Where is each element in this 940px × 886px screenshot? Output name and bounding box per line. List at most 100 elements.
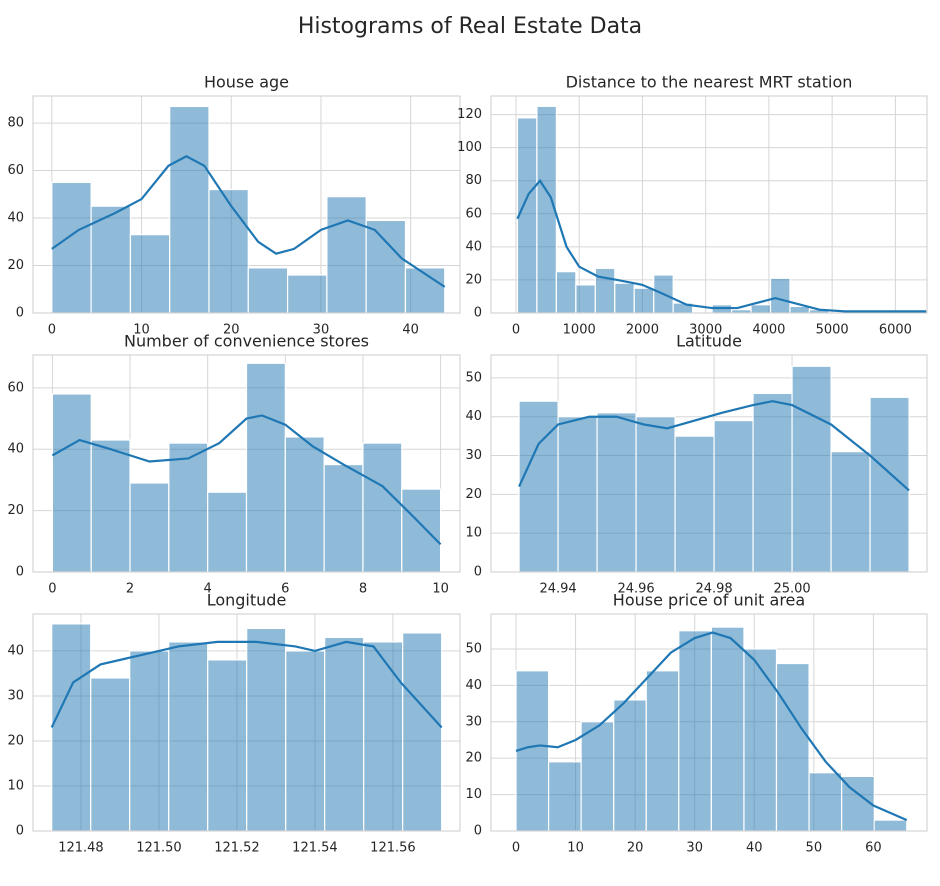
y-tick-label: 30 <box>7 688 24 703</box>
histogram-bar <box>516 117 538 314</box>
y-tick-label: 0 <box>474 565 482 580</box>
kde-line <box>51 414 442 546</box>
histogram-bar <box>752 392 793 573</box>
y-tick-label: 40 <box>7 643 24 658</box>
x-tick-label: 5000 <box>816 323 849 338</box>
histogram-bar <box>326 196 367 314</box>
x-tick-label: 24.94 <box>539 582 576 597</box>
histogram-bar <box>596 412 637 573</box>
histogram-bar <box>90 439 131 573</box>
histogram-bar <box>613 699 647 832</box>
y-tick-label: 40 <box>7 211 24 226</box>
histogram-bar <box>808 772 843 832</box>
histogram-bar <box>750 304 772 314</box>
x-tick-label: 50 <box>806 841 823 856</box>
histogram-bar <box>769 277 791 314</box>
subplot: 0 10 20 30 40 0 20 40 60 80 House age <box>7 73 461 338</box>
histogram-bar <box>246 627 287 832</box>
x-tick-label: 2 <box>126 582 134 597</box>
y-tick-label: 0 <box>16 824 24 839</box>
histogram-bar <box>51 623 92 832</box>
y-tick-label: 30 <box>465 714 482 729</box>
histogram-bar <box>90 677 131 832</box>
histogram-bar <box>547 761 582 832</box>
histogram-bar <box>208 188 249 314</box>
histogram-bar <box>614 282 635 314</box>
histogram-bar <box>775 662 810 832</box>
histogram-bar <box>247 267 289 314</box>
histogram-bar <box>129 482 170 573</box>
kde-line <box>51 155 446 288</box>
x-tick-label: 0 <box>512 323 520 338</box>
histogram-bar <box>674 435 715 573</box>
y-tick-label: 0 <box>16 306 24 321</box>
subplot-title: Latitude <box>676 332 742 351</box>
histogram-bar <box>635 416 676 573</box>
histogram-bar <box>129 234 171 314</box>
x-tick-label: 121.56 <box>370 841 416 856</box>
subplot-title: Distance to the nearest MRT station <box>566 73 853 92</box>
histogram-bar <box>710 626 745 832</box>
y-tick-label: 20 <box>465 751 482 766</box>
histogram-bar <box>594 267 616 314</box>
histogram-bar <box>285 650 326 832</box>
x-tick-label: 0 <box>48 582 56 597</box>
x-tick-label: 20 <box>627 841 644 856</box>
axes-frame <box>490 354 928 573</box>
histogram-bar <box>323 463 364 573</box>
histogram-bar <box>51 181 92 314</box>
y-tick-label: 20 <box>465 272 482 287</box>
histogram-bar <box>365 219 407 314</box>
x-tick-label: 25.00 <box>773 582 810 597</box>
subplot-title: House price of unit area <box>613 591 805 610</box>
figure-title: Histograms of Real Estate Data <box>298 14 642 39</box>
x-tick-label: 8 <box>359 582 367 597</box>
subplot-title: Longitude <box>207 591 287 610</box>
histogram-bar <box>575 284 596 314</box>
x-tick-label: 40 <box>402 323 419 338</box>
histogram-bar <box>791 365 832 573</box>
histogram-bar <box>324 636 365 832</box>
y-tick-label: 60 <box>7 163 24 178</box>
histogram-bar <box>555 271 577 314</box>
y-tick-label: 80 <box>465 173 482 188</box>
subplot-title: Number of convenience stores <box>124 332 369 351</box>
x-tick-label: 121.48 <box>58 841 104 856</box>
histogram-bar <box>51 393 92 573</box>
y-tick-label: 40 <box>465 678 482 693</box>
x-tick-label: 2000 <box>626 323 659 338</box>
x-tick-label: 3000 <box>689 323 722 338</box>
histogram-bar <box>207 491 248 573</box>
histogram-bar <box>580 721 615 832</box>
y-tick-label: 20 <box>465 487 482 502</box>
axes-frame <box>32 354 461 573</box>
subplot: 121.48 121.50 121.52 121.54 121.56 0 10 20 30 40 L… <box>7 591 461 856</box>
histogram-bar <box>557 416 598 573</box>
y-tick-label: 20 <box>7 733 24 748</box>
y-tick-label: 60 <box>7 380 24 395</box>
histogram-bar <box>168 442 209 573</box>
subplot: 0 2 4 6 8 10 0 20 40 60 Number of convenience stor… <box>7 332 461 597</box>
y-tick-label: 40 <box>465 409 482 424</box>
x-tick-label: 10 <box>133 323 150 338</box>
histogram-bar <box>515 670 550 832</box>
histogram-bar <box>678 630 712 832</box>
x-tick-label: 6 <box>281 582 289 597</box>
histogram-bar <box>169 105 210 314</box>
x-tick-label: 24.98 <box>695 582 732 597</box>
x-tick-label: 121.52 <box>214 841 260 856</box>
x-tick-label: 20 <box>223 323 240 338</box>
x-tick-label: 0 <box>48 323 56 338</box>
histogram-bar <box>536 105 557 314</box>
y-tick-label: 20 <box>7 258 24 273</box>
y-tick-label: 10 <box>7 778 24 793</box>
kde-line <box>518 400 910 492</box>
histogram-bar <box>286 274 328 314</box>
histogram-bar <box>645 670 680 832</box>
histogram-bar <box>743 648 778 832</box>
histogram-bar <box>168 641 209 832</box>
y-tick-label: 50 <box>465 370 482 385</box>
axes-frame <box>490 613 928 832</box>
y-tick-label: 20 <box>7 503 24 518</box>
